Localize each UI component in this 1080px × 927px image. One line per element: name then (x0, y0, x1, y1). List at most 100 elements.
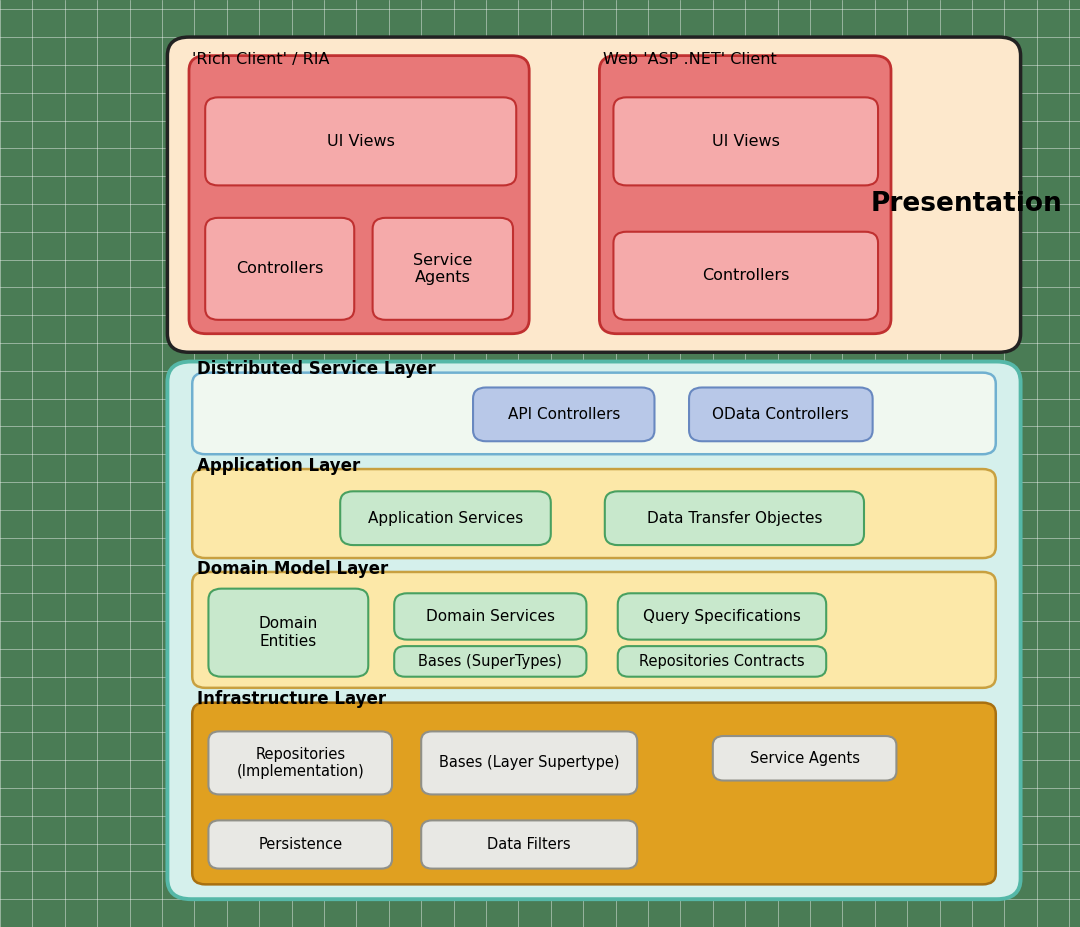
FancyBboxPatch shape (208, 820, 392, 869)
Text: Bases (Layer Supertype): Bases (Layer Supertype) (438, 756, 620, 770)
Bar (35, 345, 63, 369)
Bar (391, 512, 419, 536)
Bar (618, 540, 646, 564)
Bar (1039, 623, 1067, 647)
Bar (132, 706, 160, 730)
Bar (391, 234, 419, 258)
Bar (585, 484, 613, 508)
Bar (683, 512, 711, 536)
Bar (423, 373, 451, 397)
Bar (715, 373, 743, 397)
Bar (650, 373, 678, 397)
Bar (845, 122, 873, 146)
Bar (2, 95, 30, 119)
Bar (326, 567, 354, 591)
Bar (359, 456, 387, 480)
Bar (585, 150, 613, 174)
Bar (2, 317, 30, 341)
Bar (67, 206, 95, 230)
Bar (585, 651, 613, 675)
Bar (326, 818, 354, 842)
FancyBboxPatch shape (167, 37, 1021, 352)
Bar (294, 567, 322, 591)
Bar (326, 11, 354, 35)
Bar (747, 234, 775, 258)
Bar (2, 400, 30, 425)
Bar (294, 428, 322, 452)
Bar (747, 901, 775, 925)
Bar (1039, 734, 1067, 758)
Bar (1039, 762, 1067, 786)
Bar (747, 651, 775, 675)
Bar (683, 484, 711, 508)
Bar (1071, 873, 1080, 897)
Bar (164, 317, 192, 341)
Bar (261, 790, 289, 814)
Bar (294, 345, 322, 369)
Bar (618, 345, 646, 369)
Bar (261, 623, 289, 647)
Bar (423, 540, 451, 564)
Bar (294, 818, 322, 842)
Bar (261, 762, 289, 786)
Bar (132, 150, 160, 174)
Bar (2, 345, 30, 369)
Bar (132, 67, 160, 91)
Bar (553, 818, 581, 842)
Bar (618, 845, 646, 870)
Bar (261, 706, 289, 730)
Bar (942, 122, 970, 146)
Bar (553, 122, 581, 146)
FancyBboxPatch shape (689, 387, 873, 441)
Bar (2, 679, 30, 703)
Bar (1007, 651, 1035, 675)
Bar (553, 206, 581, 230)
Bar (423, 11, 451, 35)
Bar (683, 178, 711, 202)
Bar (942, 428, 970, 452)
Bar (715, 95, 743, 119)
Bar (67, 317, 95, 341)
Bar (780, 845, 808, 870)
Bar (845, 95, 873, 119)
Bar (391, 679, 419, 703)
Bar (1007, 95, 1035, 119)
Bar (521, 178, 549, 202)
Bar (1071, 178, 1080, 202)
Bar (909, 623, 937, 647)
Bar (877, 428, 905, 452)
Bar (845, 845, 873, 870)
Bar (650, 706, 678, 730)
Bar (942, 623, 970, 647)
Bar (99, 261, 127, 286)
Bar (585, 95, 613, 119)
Bar (553, 873, 581, 897)
Bar (1071, 345, 1080, 369)
Bar (132, 762, 160, 786)
Text: Domain Model Layer: Domain Model Layer (197, 560, 388, 578)
Bar (35, 873, 63, 897)
Bar (974, 11, 1002, 35)
Bar (650, 122, 678, 146)
Bar (197, 206, 225, 230)
Bar (747, 39, 775, 63)
Bar (197, 95, 225, 119)
Bar (1039, 679, 1067, 703)
Bar (1071, 567, 1080, 591)
FancyBboxPatch shape (192, 703, 996, 884)
Bar (164, 595, 192, 619)
Bar (715, 317, 743, 341)
Bar (909, 0, 937, 7)
Bar (974, 289, 1002, 313)
Text: Data Filters: Data Filters (487, 837, 571, 852)
Bar (132, 317, 160, 341)
Bar (553, 95, 581, 119)
Bar (942, 734, 970, 758)
Bar (877, 734, 905, 758)
Bar (456, 345, 484, 369)
Bar (942, 845, 970, 870)
Bar (359, 206, 387, 230)
Bar (683, 623, 711, 647)
Bar (67, 150, 95, 174)
Bar (261, 289, 289, 313)
